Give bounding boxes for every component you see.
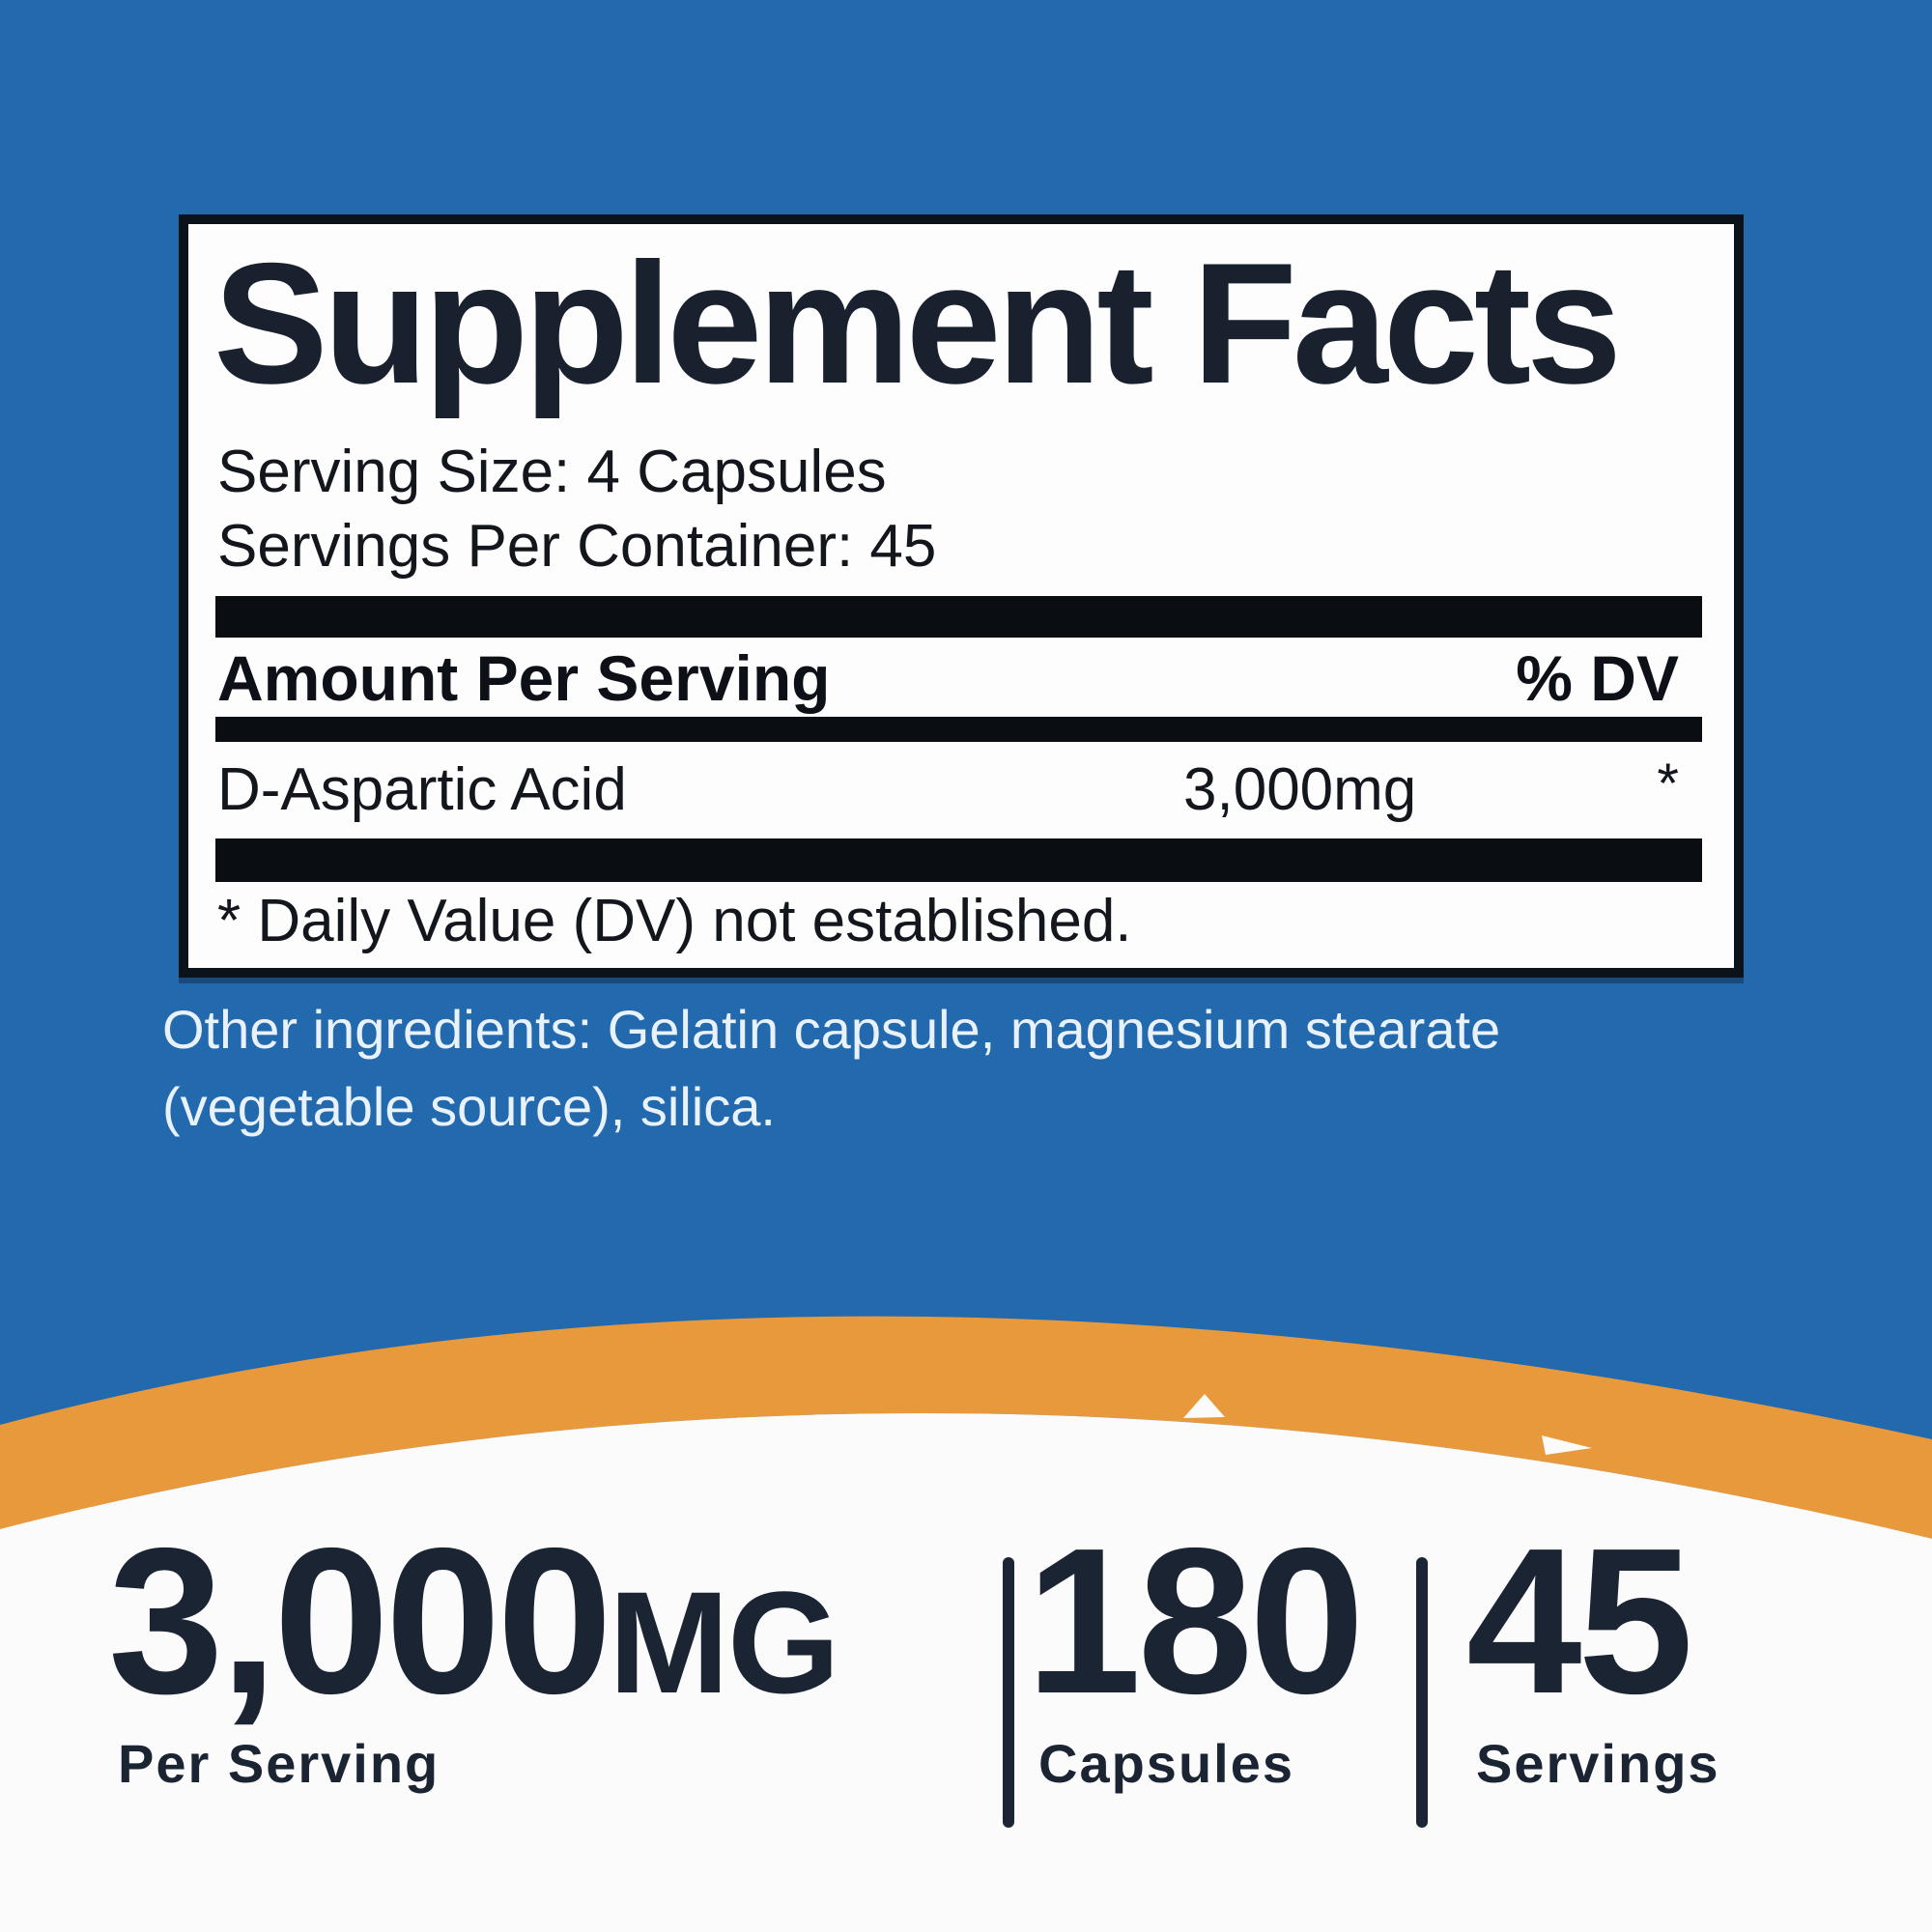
ingredient-amount: 3,000mg [1183,756,1417,823]
other-ingredients-text: Other ingredients: Gelatin capsule, magn… [162,999,1501,1137]
ingredient-dv-asterisk: * [1657,753,1679,815]
percent-dv-header: % DV [1516,642,1679,714]
stat-capsules-label: Capsules [1038,1733,1294,1794]
stat-divider-1 [1003,1557,1014,1828]
stat-divider-2 [1416,1557,1428,1828]
ingredient-row: D-Aspartic Acid 3,000mg * [217,753,1702,823]
stat-per-serving-value: 3,000MG [108,1517,840,1724]
ingredient-name: D-Aspartic Acid [217,756,627,823]
table-header-row: Amount Per Serving % DV [217,646,1702,710]
serving-size-text: Serving Size: 4 Capsules [217,439,887,505]
stat-per-serving-number: 3,000 [108,1504,612,1737]
arc-brush-jag [1542,1435,1592,1455]
stat-per-serving-unit: MG [609,1561,840,1723]
separator-bar-medium [215,717,1702,742]
separator-bar-thick-top [215,596,1702,638]
stat-servings-value: 45 [1466,1504,1693,1737]
serving-info: Serving Size: 4 Capsules Servings Per Co… [217,435,936,583]
servings-per-container-text: Servings Per Container: 45 [217,513,937,580]
arc-blue-edge [0,1256,1932,1439]
supplement-facts-content: Supplement Facts Serving Size: 4 Capsule… [188,224,1734,968]
stat-per-serving-label: Per Serving [118,1733,440,1794]
arc-white-area [0,1412,1932,1642]
amount-per-serving-header: Amount Per Serving [217,642,831,714]
supplement-facts-panel: Supplement Facts Serving Size: 4 Capsule… [179,214,1744,978]
stat-capsules-value: 180 [1026,1504,1365,1737]
separator-bar-thick-bottom [215,838,1702,882]
arc-orange-band [0,1316,1932,1539]
daily-value-footnote: * Daily Value (DV) not established. [217,888,1132,954]
orange-brush-arc [0,1256,1932,1642]
arc-brush-notch [1183,1394,1225,1418]
stat-servings-label: Servings [1476,1733,1720,1794]
supplement-facts-title: Supplement Facts [213,227,1622,419]
